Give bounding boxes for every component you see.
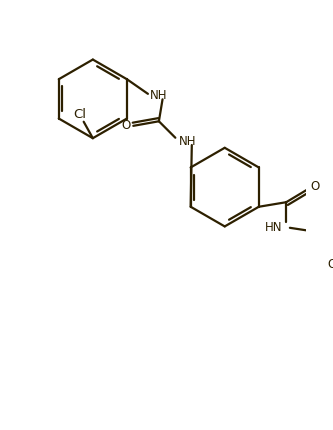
Text: HN: HN	[265, 221, 283, 234]
Text: NH: NH	[150, 89, 167, 102]
Text: O: O	[121, 120, 131, 132]
Text: O: O	[311, 180, 320, 193]
Text: O: O	[327, 258, 333, 271]
Text: Cl: Cl	[74, 108, 87, 121]
Text: NH: NH	[179, 135, 196, 148]
